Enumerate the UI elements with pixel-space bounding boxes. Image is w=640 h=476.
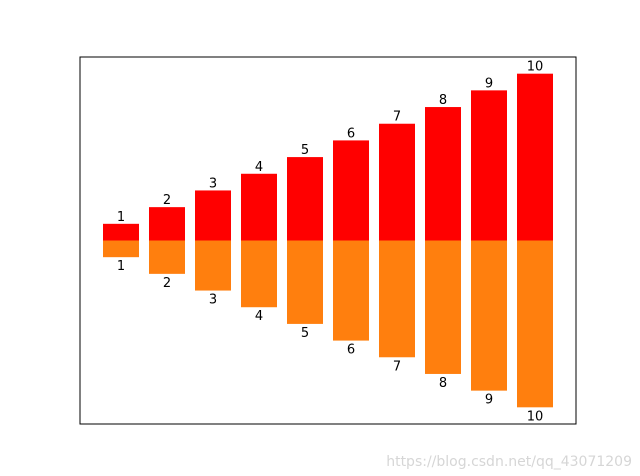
bar-positive [195, 190, 231, 241]
data-label-bottom: 9 [485, 393, 493, 408]
data-label-bottom: 3 [209, 293, 217, 308]
bar-positive [103, 223, 139, 241]
watermark-text: https://blog.csdn.net/qq_43071209 [386, 454, 632, 470]
data-label-bottom: 5 [301, 326, 309, 341]
bar-positive [241, 173, 277, 241]
bar-negative [195, 240, 231, 291]
data-label-bottom: 1 [117, 259, 125, 274]
bar-positive [425, 107, 461, 241]
bar-positive [287, 157, 323, 241]
bar-positive [333, 140, 369, 241]
data-label-top: 3 [209, 176, 217, 191]
data-label-bottom: 10 [527, 409, 544, 424]
data-label-top: 2 [163, 193, 171, 208]
bar-positive [379, 123, 415, 241]
data-label-top: 10 [527, 60, 544, 75]
bar-positive [517, 73, 553, 241]
data-label-bottom: 7 [393, 359, 401, 374]
bar-negative [379, 240, 415, 358]
data-label-top: 5 [301, 143, 309, 158]
data-label-bottom: 4 [255, 309, 263, 324]
data-label-top: 9 [485, 76, 493, 91]
bar-negative [333, 240, 369, 341]
data-label-top: 6 [347, 126, 355, 141]
data-label-bottom: 8 [439, 376, 447, 391]
data-label-top: 1 [117, 210, 125, 225]
data-label-top: 4 [255, 160, 263, 175]
bar-positive [149, 207, 185, 241]
data-labels-group: 1 2 3 4 5 6 7 8 9 10 1 2 3 4 5 6 7 8 9 10 [117, 60, 543, 425]
bar-negative [103, 240, 139, 258]
data-label-top: 7 [393, 110, 401, 125]
data-label-bottom: 2 [163, 276, 171, 291]
data-label-top: 8 [439, 93, 447, 108]
bars-group [103, 73, 553, 408]
bar-negative [287, 240, 323, 324]
bar-negative [149, 240, 185, 274]
bar-negative [517, 240, 553, 408]
data-label-bottom: 6 [347, 343, 355, 358]
bar-positive [471, 90, 507, 241]
bar-negative [241, 240, 277, 308]
bar-negative [425, 240, 461, 374]
bar-negative [471, 240, 507, 391]
